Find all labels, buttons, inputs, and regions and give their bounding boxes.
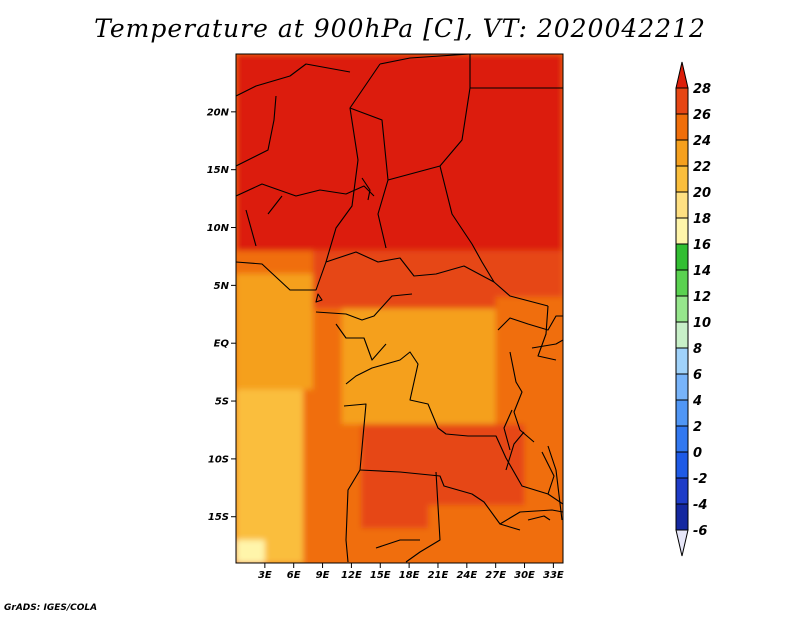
colorbar-label: 12 bbox=[693, 290, 711, 305]
colorbar-box bbox=[675, 373, 689, 401]
y-tick-label: 20N bbox=[207, 107, 230, 118]
x-tick-label: 27E bbox=[485, 570, 506, 581]
colorbar-label: 8 bbox=[693, 342, 702, 357]
colorbar-label: 18 bbox=[693, 212, 711, 227]
colorbar-box bbox=[675, 217, 689, 245]
y-tick-label: 15S bbox=[208, 512, 229, 523]
colorbar-label: -2 bbox=[693, 472, 707, 487]
x-tick-label: 12E bbox=[341, 570, 362, 581]
colorbar-label: 26 bbox=[693, 108, 711, 123]
y-tick-label: EQ bbox=[214, 339, 230, 350]
x-tick-label: 30E bbox=[514, 570, 535, 581]
chart-title: Temperature at 900hPa [C], VT: 202004221… bbox=[94, 14, 706, 43]
colorbar-box bbox=[675, 113, 689, 141]
temperature-field bbox=[236, 54, 563, 563]
colorbar-box bbox=[675, 347, 689, 375]
colorbar-box bbox=[675, 191, 689, 219]
colorbar-label: 6 bbox=[693, 368, 702, 383]
colorbar-label: 2 bbox=[693, 420, 702, 435]
colorbar-label: 24 bbox=[693, 134, 711, 149]
temperature-map bbox=[236, 54, 563, 563]
colorbar-under-triangle bbox=[675, 529, 689, 557]
x-tick-label: 6E bbox=[287, 570, 301, 581]
colorbar-box bbox=[675, 165, 689, 193]
y-tick-label: 10N bbox=[207, 223, 230, 234]
x-tick-label: 18E bbox=[399, 570, 420, 581]
country-borders bbox=[236, 54, 563, 563]
colorbar-box bbox=[675, 477, 689, 505]
colorbar-label: 10 bbox=[693, 316, 711, 331]
x-axis: 3E 6E 9E 12E 15E 18E 21E 24E 27E 30E 33E bbox=[258, 563, 564, 581]
colorbar-label: 14 bbox=[693, 264, 711, 279]
y-tick-label: 15N bbox=[207, 165, 230, 176]
colorbar-box bbox=[675, 295, 689, 323]
colorbar-box bbox=[675, 269, 689, 297]
x-tick-label: 33E bbox=[543, 570, 564, 581]
map-frame bbox=[235, 53, 564, 564]
colorbar-label: 16 bbox=[693, 238, 711, 253]
colorbar-label: 4 bbox=[692, 394, 702, 409]
x-tick-label: 9E bbox=[316, 570, 330, 581]
colorbar-box bbox=[675, 425, 689, 453]
temperature-region bbox=[495, 296, 563, 436]
colorbar-label: 0 bbox=[693, 446, 702, 461]
colorbar-label: 20 bbox=[693, 186, 711, 201]
x-tick-label: 15E bbox=[370, 570, 391, 581]
x-tick-label: 21E bbox=[428, 570, 449, 581]
x-tick-label: 24E bbox=[456, 570, 477, 581]
y-tick-label: 5S bbox=[215, 397, 229, 408]
y-tick-label: 10S bbox=[208, 454, 229, 465]
colorbar-box bbox=[675, 321, 689, 349]
grads-credit: GrADS: IGES/COLA bbox=[4, 603, 98, 613]
colorbar-box bbox=[675, 451, 689, 479]
colorbar-box bbox=[675, 503, 689, 531]
colorbar-label: 22 bbox=[693, 160, 711, 175]
y-tick-label: 5N bbox=[214, 281, 230, 292]
colorbar-box bbox=[675, 87, 689, 115]
temperature-region bbox=[236, 389, 304, 563]
temperature-region bbox=[236, 54, 563, 251]
colorbar-label: -4 bbox=[693, 498, 707, 513]
temperature-region bbox=[236, 273, 313, 390]
temperature-region bbox=[341, 308, 496, 425]
colorbar-box bbox=[675, 399, 689, 427]
temperature-region bbox=[236, 539, 265, 563]
colorbar-label: 28 bbox=[693, 82, 711, 97]
colorbar-box bbox=[675, 139, 689, 167]
colorbar-label: -6 bbox=[693, 524, 707, 539]
colorbar-box bbox=[675, 243, 689, 271]
temperature-region bbox=[428, 505, 563, 563]
y-axis: 20N 15N 10N 5N EQ 5S 10S 15S bbox=[207, 107, 236, 523]
x-tick-label: 3E bbox=[258, 570, 272, 581]
colorbar-over-triangle bbox=[675, 61, 689, 89]
